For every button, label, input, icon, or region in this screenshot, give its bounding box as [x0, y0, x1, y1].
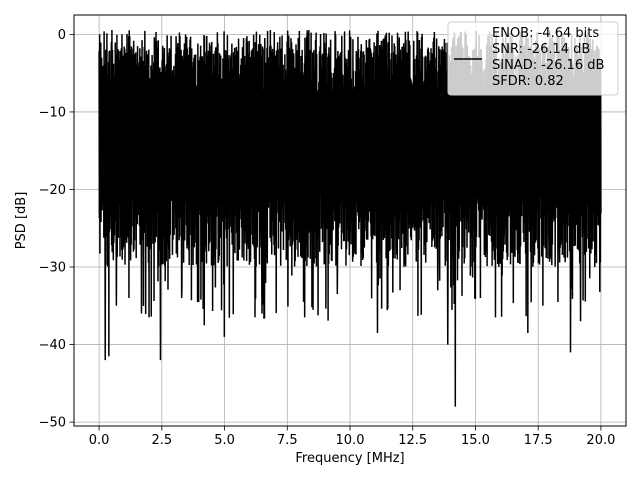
y-tick-label: −50 — [39, 416, 66, 431]
y-tick-label: −30 — [39, 261, 66, 276]
tick-layer: 0.0 2.5 5.0 7.5 10.0 12.5 15.0 17.5 20.0 0 −10 −20 −… — [39, 28, 616, 448]
y-tick-label: 0 — [58, 28, 66, 43]
y-tick-label: −10 — [39, 105, 66, 120]
legend-entry-sfdr: SFDR: 0.82 — [492, 74, 564, 89]
legend-entry-enob: ENOB: -4.64 bits — [492, 26, 599, 41]
data-layer — [98, 29, 602, 407]
x-tick-label: 12.5 — [398, 433, 427, 448]
legend-box — [447, 21, 619, 96]
x-tick-label: 5.0 — [214, 433, 235, 448]
x-tick-label: 20.0 — [586, 433, 615, 448]
x-axis-label: Frequency [MHz] — [295, 451, 404, 466]
legend-entry-sinad: SINAD: -26.16 dB — [492, 58, 604, 73]
x-tick-label: 15.0 — [461, 433, 490, 448]
x-tick-label: 17.5 — [524, 433, 553, 448]
legend: ENOB: -4.64 bits SNR: -26.14 dB SINAD: -… — [447, 21, 619, 96]
x-tick-label: 2.5 — [151, 433, 172, 448]
x-tick-label: 7.5 — [277, 433, 298, 448]
x-tick-label: 0.0 — [89, 433, 110, 448]
psd-series-line — [98, 29, 602, 407]
y-tick-label: −20 — [39, 183, 66, 198]
y-axis-label: PSD [dB] — [14, 192, 29, 250]
y-tick-label: −40 — [39, 338, 66, 353]
x-tick-label: 10.0 — [336, 433, 365, 448]
legend-entry-snr: SNR: -26.14 dB — [492, 42, 590, 57]
